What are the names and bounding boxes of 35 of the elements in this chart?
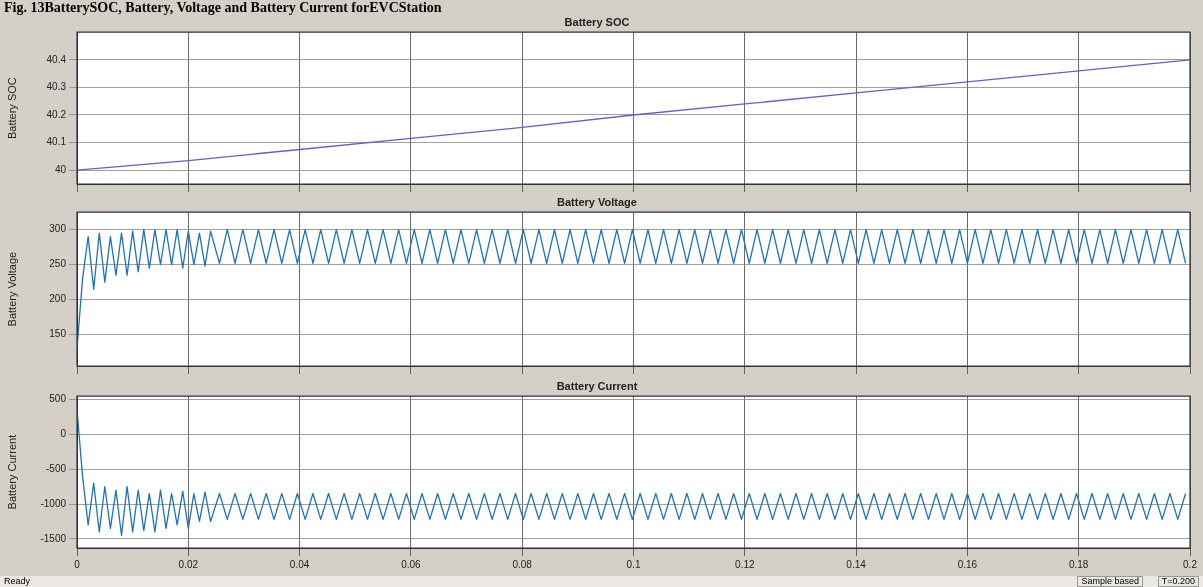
- text: T=0.200: [1157, 576, 1199, 587]
- y-tick-label: 200: [49, 293, 67, 305]
- y-tick-label: 40: [54, 163, 67, 175]
- x-tick-label: 0.04: [289, 558, 310, 570]
- y-axis-title: Battery Voltage: [5, 251, 18, 327]
- chart-title: Battery SOC: [564, 15, 630, 28]
- chart-title: Battery Voltage: [557, 195, 637, 208]
- y-tick-label: -500: [45, 462, 67, 474]
- text: Ready: [4, 576, 31, 587]
- y-tick-label: 150: [49, 328, 67, 340]
- y-tick-label: 40.3: [46, 81, 67, 93]
- y-tick-label: 250: [49, 258, 67, 270]
- x-tick-label: 0.16: [957, 558, 978, 570]
- y-tick-label: 0: [60, 427, 67, 439]
- y-tick-label: 40.1: [46, 136, 67, 148]
- y-tick-label: -1500: [40, 532, 67, 544]
- y-axis-title: Battery SOC: [5, 77, 18, 139]
- y-axis-title: Battery Current: [5, 434, 18, 510]
- y-tick-label: 40.2: [46, 108, 67, 120]
- y-tick-label: 500: [49, 393, 67, 405]
- x-tick-label: 0.08: [512, 558, 533, 570]
- caption: Fig. 13BatterySOC, Battery, Voltage and Battery Current forEVCStation: [4, 0, 442, 15]
- x-tick-label: 0.02: [178, 558, 199, 570]
- x-tick-label: 0.12: [735, 558, 755, 570]
- y-tick-label: 40.4: [46, 53, 67, 65]
- y-tick-label: -1000: [40, 497, 67, 509]
- y-tick-label: 300: [49, 223, 67, 235]
- x-tick-label: 0.06: [401, 558, 422, 570]
- x-tick-label: 0.14: [846, 558, 867, 570]
- x-tick-label: 0: [74, 558, 81, 570]
- x-tick-label: 0.18: [1068, 558, 1089, 570]
- x-tick-label: 0.2: [1183, 558, 1198, 570]
- text: Sample based: [1077, 576, 1143, 587]
- x-tick-label: 0.1: [626, 558, 641, 570]
- chart-title: Battery Current: [556, 379, 638, 392]
